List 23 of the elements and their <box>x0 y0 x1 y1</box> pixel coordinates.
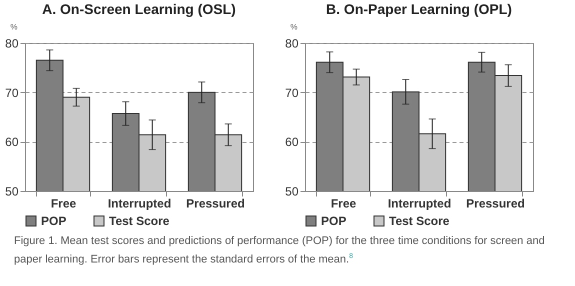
legend-label: Test Score <box>109 214 170 228</box>
y-tick-label: 50 <box>5 184 19 198</box>
x-tick-label: Interrupted <box>388 196 452 210</box>
y-tick-label: 70 <box>5 86 19 100</box>
y-tick-label: 50 <box>285 184 299 198</box>
y-tick-label: 60 <box>285 135 299 150</box>
x-tick-label: Pressured <box>466 196 525 210</box>
chart-title: A. On-Screen Learning (OSL) <box>42 1 236 17</box>
legend-label: POP <box>321 214 346 228</box>
y-tick-label: 80 <box>5 36 19 50</box>
x-tick-label: Free <box>330 196 356 210</box>
y-tick-label: 80 <box>285 36 299 50</box>
x-tick-label: Pressured <box>186 196 245 210</box>
y-tick-label: 70 <box>285 86 299 100</box>
y-axis-title: % <box>290 22 298 32</box>
chart-title: B. On-Paper Learning (OPL) <box>326 1 512 17</box>
caption: Figure 1. Mean test scores and predictions of performance (POP) for the three time conditions for screen and paper learning. Error bars represent the standard errors of the mean.$^{8}$ <box>14 234 546 268</box>
x-tick-label: Free <box>50 196 76 210</box>
legend-label: POP <box>41 214 66 228</box>
y-tick-label: 60 <box>5 135 19 150</box>
y-axis-title: % <box>10 22 18 32</box>
x-tick-label: Interrupted <box>108 196 172 210</box>
legend-label: Test Score <box>389 214 450 228</box>
